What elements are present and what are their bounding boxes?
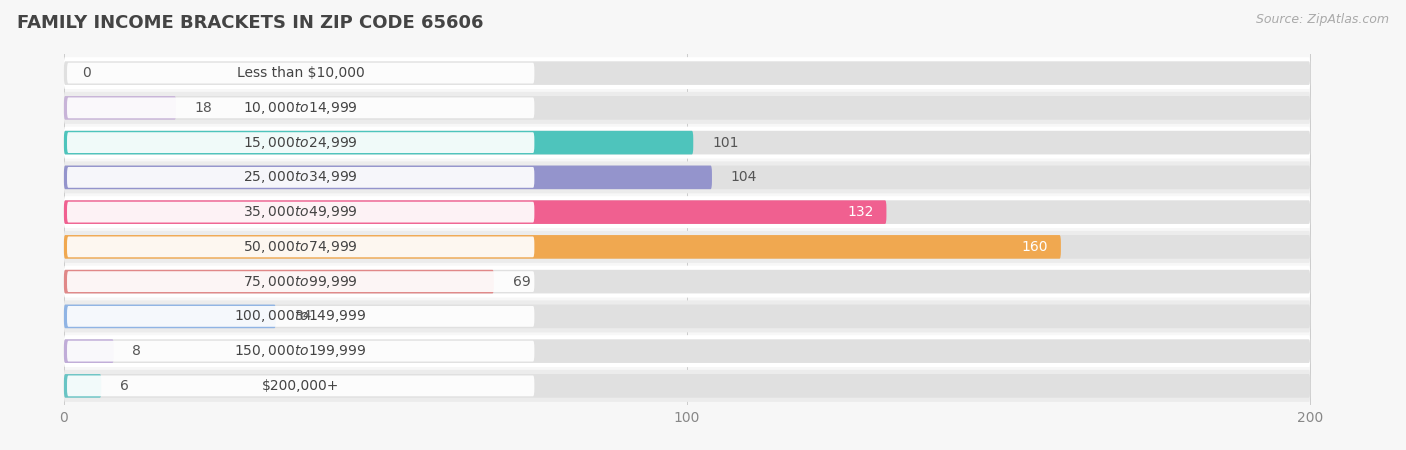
FancyBboxPatch shape: [63, 235, 1310, 259]
Text: 0: 0: [83, 66, 91, 80]
FancyBboxPatch shape: [63, 200, 886, 224]
FancyBboxPatch shape: [63, 92, 1310, 124]
Text: 101: 101: [711, 135, 738, 149]
FancyBboxPatch shape: [63, 57, 1310, 89]
Text: 8: 8: [132, 344, 142, 358]
Text: $75,000 to $99,999: $75,000 to $99,999: [243, 274, 359, 290]
FancyBboxPatch shape: [67, 306, 534, 327]
Text: $100,000 to $149,999: $100,000 to $149,999: [235, 308, 367, 324]
FancyBboxPatch shape: [63, 131, 1310, 154]
FancyBboxPatch shape: [63, 374, 1310, 398]
FancyBboxPatch shape: [63, 270, 1310, 293]
FancyBboxPatch shape: [63, 339, 114, 363]
FancyBboxPatch shape: [63, 166, 1310, 189]
Text: $200,000+: $200,000+: [262, 379, 339, 393]
Text: $35,000 to $49,999: $35,000 to $49,999: [243, 204, 359, 220]
FancyBboxPatch shape: [67, 341, 534, 361]
FancyBboxPatch shape: [63, 301, 1310, 333]
FancyBboxPatch shape: [63, 266, 1310, 297]
Text: $50,000 to $74,999: $50,000 to $74,999: [243, 239, 359, 255]
Text: Source: ZipAtlas.com: Source: ZipAtlas.com: [1256, 14, 1389, 27]
FancyBboxPatch shape: [67, 63, 534, 84]
FancyBboxPatch shape: [63, 270, 494, 293]
FancyBboxPatch shape: [63, 96, 176, 120]
FancyBboxPatch shape: [63, 196, 1310, 228]
FancyBboxPatch shape: [63, 61, 1310, 85]
Text: Less than $10,000: Less than $10,000: [236, 66, 364, 80]
Text: $10,000 to $14,999: $10,000 to $14,999: [243, 100, 359, 116]
FancyBboxPatch shape: [63, 370, 1310, 402]
FancyBboxPatch shape: [67, 98, 534, 118]
Text: 132: 132: [848, 205, 875, 219]
FancyBboxPatch shape: [63, 339, 1310, 363]
FancyBboxPatch shape: [63, 374, 101, 398]
FancyBboxPatch shape: [63, 305, 276, 328]
Text: 18: 18: [195, 101, 212, 115]
FancyBboxPatch shape: [67, 375, 534, 396]
Text: 160: 160: [1022, 240, 1049, 254]
Text: FAMILY INCOME BRACKETS IN ZIP CODE 65606: FAMILY INCOME BRACKETS IN ZIP CODE 65606: [17, 14, 484, 32]
FancyBboxPatch shape: [63, 96, 1310, 120]
FancyBboxPatch shape: [63, 131, 693, 154]
Text: 69: 69: [513, 274, 530, 288]
FancyBboxPatch shape: [63, 162, 1310, 194]
FancyBboxPatch shape: [63, 235, 1062, 259]
FancyBboxPatch shape: [63, 231, 1310, 263]
FancyBboxPatch shape: [63, 305, 1310, 328]
FancyBboxPatch shape: [67, 271, 534, 292]
Text: $150,000 to $199,999: $150,000 to $199,999: [235, 343, 367, 359]
FancyBboxPatch shape: [67, 202, 534, 222]
FancyBboxPatch shape: [67, 167, 534, 188]
FancyBboxPatch shape: [63, 335, 1310, 367]
FancyBboxPatch shape: [67, 237, 534, 257]
Text: 104: 104: [731, 171, 756, 184]
FancyBboxPatch shape: [63, 200, 1310, 224]
Text: 6: 6: [120, 379, 129, 393]
FancyBboxPatch shape: [63, 126, 1310, 158]
FancyBboxPatch shape: [67, 132, 534, 153]
Text: $25,000 to $34,999: $25,000 to $34,999: [243, 169, 359, 185]
Text: 34: 34: [294, 310, 312, 324]
FancyBboxPatch shape: [63, 166, 711, 189]
Text: $15,000 to $24,999: $15,000 to $24,999: [243, 135, 359, 151]
